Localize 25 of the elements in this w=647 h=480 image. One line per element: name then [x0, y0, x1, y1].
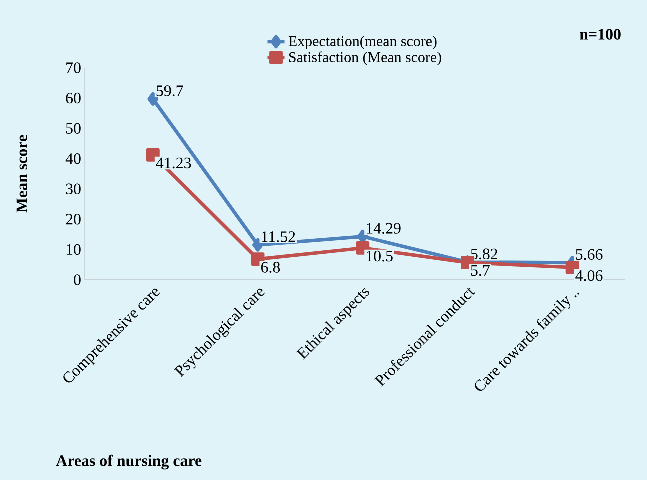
- data-label: 5.7: [471, 265, 490, 276]
- y-tick-label: 60: [66, 92, 81, 104]
- point: [252, 238, 264, 252]
- data-label: 5.66: [576, 249, 603, 260]
- data-label: 41.23: [156, 158, 192, 169]
- data-label: 4.06: [576, 270, 603, 282]
- y-tick-label: 30: [66, 184, 81, 195]
- point: [357, 230, 368, 244]
- x-axis-title: Areas of nursing care: [56, 454, 202, 470]
- data-label: 59.7: [156, 86, 184, 96]
- y-tick-label: 70: [66, 62, 81, 74]
- y-axis-title: Mean score: [16, 135, 28, 213]
- y-tick-label: 40: [66, 153, 81, 164]
- data-label: 11.52: [262, 232, 296, 242]
- data-label: 5.82: [471, 248, 498, 260]
- y-tick-label: 20: [66, 214, 81, 225]
- y-tick-label: 10: [66, 244, 81, 256]
- y-tick-label: 0: [74, 274, 81, 286]
- y-tick-label: 50: [66, 123, 81, 134]
- data-label: 14.29: [367, 223, 401, 234]
- legend-label: Satisfaction (Mean score): [289, 52, 442, 66]
- data-label: 10.5: [367, 250, 393, 262]
- text: n=100: [580, 29, 621, 40]
- legend-label: Expectation(mean score): [288, 36, 437, 50]
- data-label: 6.8: [261, 262, 280, 273]
